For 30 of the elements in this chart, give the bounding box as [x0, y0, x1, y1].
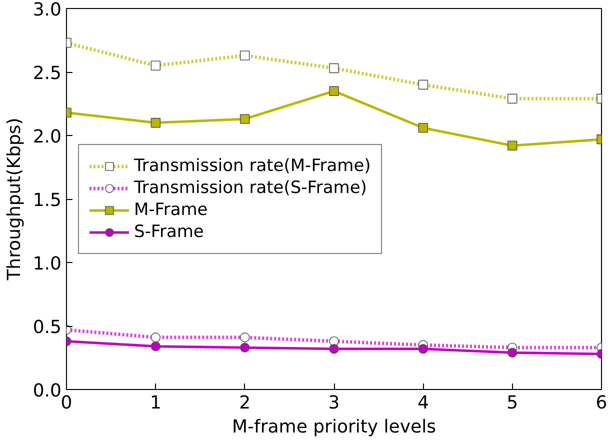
- point: [329, 86, 339, 96]
- x-tick-label: 6: [596, 392, 608, 414]
- x-tick-label: 2: [239, 392, 251, 414]
- x-tick-label: 5: [506, 392, 518, 414]
- x-tick-label: 3: [328, 392, 340, 414]
- point: [507, 348, 518, 358]
- y-tick-label: 2.0: [32, 126, 62, 148]
- x-tick-label: 0: [60, 392, 72, 414]
- x-tick-label: 4: [417, 392, 429, 414]
- legend-label: Transmission rate(S-Frame): [134, 176, 367, 198]
- y-tick-label: 2.5: [32, 63, 62, 84]
- legend-label: M-Frame: [134, 198, 208, 220]
- x-axis-title: M-frame priority levels: [232, 416, 436, 438]
- point: [240, 114, 250, 124]
- point: [150, 118, 161, 128]
- legend-label: Transmission rate(M-Frame): [134, 154, 371, 176]
- legend-label: S-Frame: [134, 220, 204, 242]
- point: [240, 342, 250, 352]
- y-tick-label: 0.5: [32, 317, 62, 338]
- x-tick-label: 1: [150, 392, 162, 414]
- point: [418, 122, 428, 133]
- point: [507, 140, 518, 151]
- y-tick-label: 1.5: [32, 190, 62, 211]
- y-axis-title: Throughput(Kbps): [4, 118, 25, 282]
- point: [329, 344, 339, 354]
- y-tick-label: 1.0: [32, 254, 62, 274]
- point: [150, 341, 161, 352]
- point: [418, 344, 428, 354]
- y-tick-label: 0.0: [32, 380, 62, 402]
- y-tick-label: 3.0: [32, 0, 62, 20]
